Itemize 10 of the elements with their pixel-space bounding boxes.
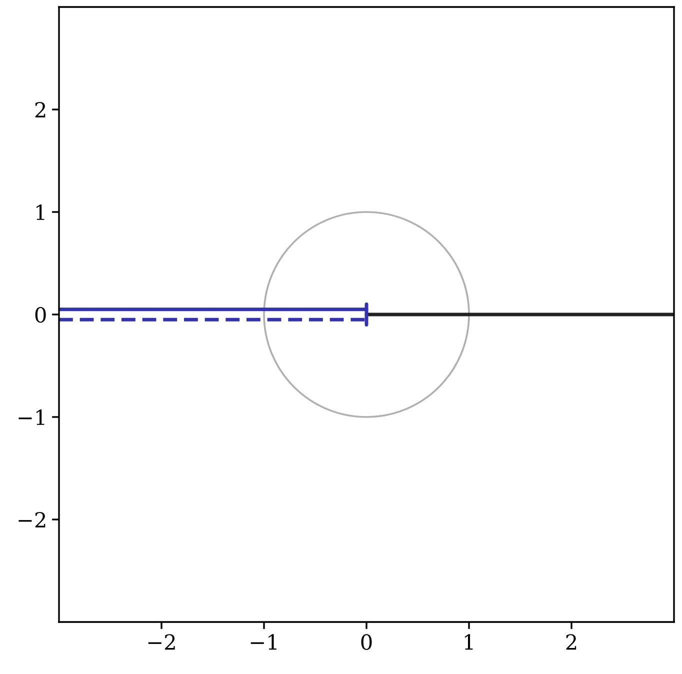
y-tick-label: 2: [35, 102, 46, 118]
x-tick-label: 2: [566, 634, 576, 650]
y-tick-label: −1: [18, 409, 44, 425]
x-tick-label: −2: [148, 634, 175, 650]
x-tick-label: 1: [464, 634, 473, 650]
y-tick-label: 1: [36, 204, 44, 220]
y-tick-label: 0: [35, 306, 46, 323]
x-tick-label: 0: [361, 634, 372, 650]
x-tick-label: −1: [250, 634, 276, 650]
y-tick-label: −2: [18, 512, 46, 528]
